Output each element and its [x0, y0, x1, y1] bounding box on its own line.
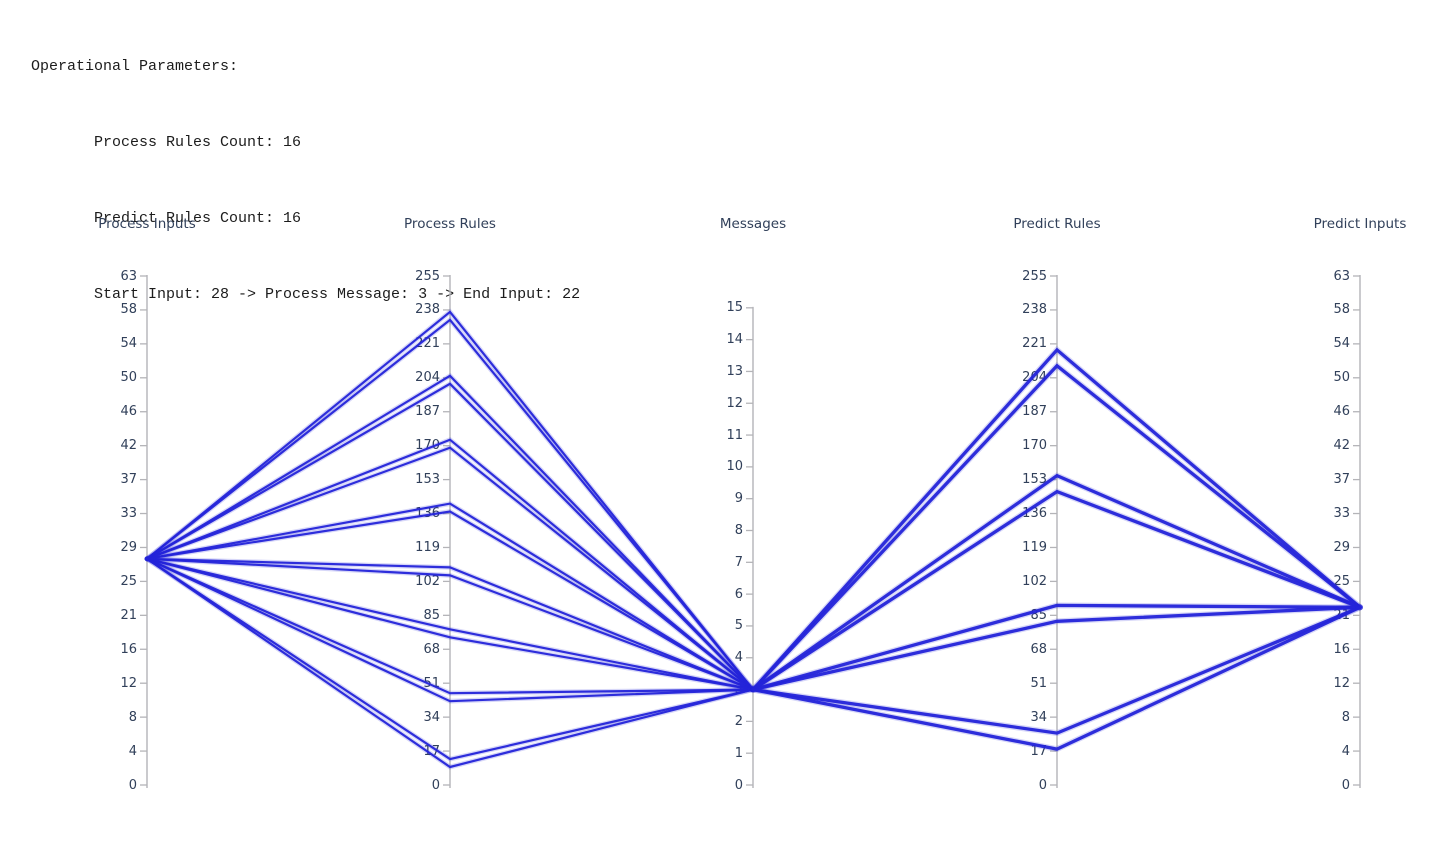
tick-label-predict-inputs-12: 12 [1333, 675, 1350, 691]
operational-parameters-block: Operational Parameters: Process Rules Co… [31, 3, 580, 359]
tick-label-process-inputs-16: 16 [120, 641, 137, 657]
tick-label-predict-rules-238: 238 [1022, 302, 1047, 318]
tick-label-process-rules-0: 0 [431, 777, 440, 793]
tick-label-process-inputs-12: 12 [120, 675, 137, 691]
tick-label-predict-rules-221: 221 [1022, 336, 1047, 352]
axis-title-process-rules: Process Rules [404, 216, 496, 232]
tick-label-predict-inputs-42: 42 [1333, 438, 1350, 454]
tick-label-process-inputs-25: 25 [120, 573, 137, 589]
tick-label-predict-rules-153: 153 [1022, 472, 1047, 488]
tick-label-process-rules-136: 136 [415, 506, 440, 522]
tick-label-messages-12: 12 [726, 395, 743, 411]
tick-label-process-inputs-29: 29 [120, 539, 137, 555]
tick-label-messages-3: 3 [734, 682, 743, 698]
tick-label-process-inputs-63: 63 [120, 268, 137, 284]
tick-label-process-inputs-8: 8 [128, 709, 137, 725]
tick-label-process-rules-255: 255 [415, 268, 440, 284]
tick-label-messages-7: 7 [734, 554, 743, 570]
tick-label-predict-inputs-4: 4 [1341, 743, 1350, 759]
tick-label-process-rules-51: 51 [423, 675, 440, 691]
tick-label-predict-inputs-0: 0 [1341, 777, 1350, 793]
axis-title-predict-rules: Predict Rules [1013, 216, 1101, 232]
tick-label-predict-inputs-54: 54 [1333, 336, 1350, 352]
tick-label-messages-9: 9 [734, 491, 743, 507]
tick-label-messages-1: 1 [734, 745, 743, 761]
tick-label-process-inputs-42: 42 [120, 438, 137, 454]
header-line-io-summary: Start Input: 28 -> Process Message: 3 ->… [31, 286, 581, 304]
tick-label-messages-13: 13 [726, 363, 743, 379]
tick-label-predict-rules-68: 68 [1030, 641, 1047, 657]
tick-label-messages-4: 4 [734, 650, 743, 666]
header-line-title: Operational Parameters: [31, 57, 239, 75]
tick-label-process-inputs-37: 37 [120, 472, 137, 488]
tick-label-predict-inputs-50: 50 [1333, 370, 1350, 386]
tick-label-process-rules-153: 153 [415, 472, 440, 488]
tick-label-process-rules-102: 102 [415, 573, 440, 589]
header-line-predict-rules: Predict Rules Count: 16 [31, 210, 302, 228]
tick-label-predict-inputs-29: 29 [1333, 539, 1350, 555]
tick-label-process-inputs-54: 54 [120, 336, 137, 352]
tick-label-process-inputs-46: 46 [120, 404, 137, 420]
tick-label-process-rules-68: 68 [423, 641, 440, 657]
tick-label-predict-rules-34: 34 [1030, 709, 1047, 725]
tick-label-process-rules-170: 170 [415, 438, 440, 454]
tick-label-messages-2: 2 [734, 713, 743, 729]
tick-label-process-inputs-33: 33 [120, 506, 137, 522]
tick-label-process-rules-119: 119 [415, 539, 440, 555]
tick-label-process-rules-17: 17 [423, 743, 440, 759]
tick-label-predict-rules-85: 85 [1030, 607, 1047, 623]
axis-title-process-inputs: Process Inputs [98, 216, 196, 232]
tick-label-predict-inputs-16: 16 [1333, 641, 1350, 657]
tick-label-messages-6: 6 [734, 586, 743, 602]
tick-label-predict-inputs-58: 58 [1333, 302, 1350, 318]
tick-label-messages-8: 8 [734, 523, 743, 538]
tick-label-messages-10: 10 [726, 459, 743, 475]
tick-label-predict-rules-0: 0 [1038, 777, 1047, 793]
tick-label-process-inputs-58: 58 [120, 302, 137, 318]
tick-label-messages-15: 15 [726, 300, 743, 316]
tick-label-predict-inputs-21: 21 [1333, 607, 1350, 623]
tick-label-predict-rules-187: 187 [1022, 404, 1047, 420]
tick-label-predict-inputs-63: 63 [1333, 268, 1350, 284]
tick-label-predict-inputs-46: 46 [1333, 404, 1350, 420]
tick-label-messages-0: 0 [734, 777, 743, 793]
tick-label-messages-14: 14 [726, 332, 743, 348]
tick-label-process-rules-204: 204 [415, 370, 440, 386]
tick-label-process-inputs-0: 0 [128, 777, 137, 793]
tick-label-process-rules-221: 221 [415, 336, 440, 352]
tick-label-predict-rules-17: 17 [1030, 743, 1047, 759]
axis-title-predict-inputs: Predict Inputs [1313, 216, 1407, 232]
tick-label-process-rules-34: 34 [423, 709, 440, 725]
tick-label-predict-rules-136: 136 [1022, 506, 1047, 522]
tick-label-process-rules-238: 238 [415, 302, 440, 318]
tick-label-process-inputs-50: 50 [120, 370, 137, 386]
tick-label-predict-rules-119: 119 [1022, 539, 1047, 555]
tick-label-predict-inputs-37: 37 [1333, 472, 1350, 488]
tick-label-predict-rules-102: 102 [1022, 573, 1047, 589]
tick-label-process-inputs-4: 4 [128, 743, 137, 759]
tick-label-predict-inputs-33: 33 [1333, 506, 1350, 522]
axis-title-messages: Messages [719, 216, 787, 232]
tick-label-predict-rules-204: 204 [1022, 370, 1047, 386]
tick-label-process-inputs-21: 21 [120, 607, 137, 623]
tick-label-predict-rules-255: 255 [1022, 268, 1047, 284]
tick-label-predict-inputs-25: 25 [1333, 573, 1350, 589]
tick-label-process-rules-85: 85 [423, 607, 440, 623]
tick-label-messages-11: 11 [726, 427, 743, 443]
tick-label-predict-rules-51: 51 [1030, 675, 1047, 691]
header-line-process-rules: Process Rules Count: 16 [31, 134, 302, 152]
tick-label-predict-inputs-8: 8 [1341, 709, 1350, 725]
tick-label-process-rules-187: 187 [415, 404, 440, 420]
tick-label-predict-rules-170: 170 [1022, 438, 1047, 454]
tick-label-messages-5: 5 [734, 618, 743, 634]
